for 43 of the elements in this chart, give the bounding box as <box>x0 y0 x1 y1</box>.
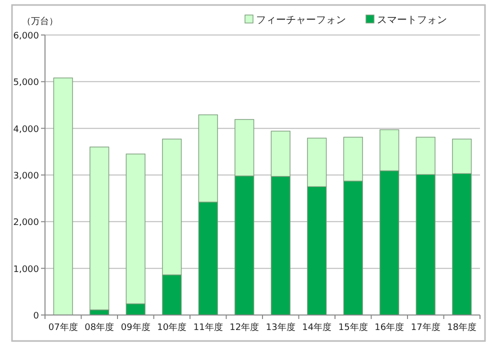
bar <box>452 173 472 316</box>
y-tick-label: 6,000 <box>13 32 40 42</box>
bar <box>234 119 254 176</box>
x-tick-label: 15年度 <box>338 322 368 333</box>
bar <box>343 180 363 316</box>
y-tick-label: 5,000 <box>13 78 40 88</box>
bar <box>343 136 363 182</box>
y-tick-label: 4,000 <box>13 124 40 135</box>
y-tick-label: 3,000 <box>13 172 40 182</box>
x-tick-label: 18年度 <box>447 322 477 333</box>
y-axis-title: （万台） <box>22 16 58 27</box>
bar <box>416 174 436 316</box>
bar <box>270 130 290 177</box>
bar <box>307 186 327 316</box>
bar <box>270 176 290 316</box>
bar <box>380 170 400 316</box>
x-tick-label: 14年度 <box>302 322 332 333</box>
y-tick-label: 0 <box>33 312 40 322</box>
bar <box>234 176 254 316</box>
legend-label: スマートフォン <box>377 15 447 26</box>
x-tick-label: 16年度 <box>374 322 404 333</box>
y-tick-label: 2,000 <box>13 218 40 228</box>
x-tick-label: 08年度 <box>84 322 114 333</box>
bar <box>90 146 110 310</box>
bar <box>452 138 472 174</box>
bar <box>380 129 400 172</box>
legend-label: フィーチャーフォン <box>256 15 346 26</box>
x-tick-label: 11年度 <box>193 322 223 333</box>
bar <box>162 274 182 316</box>
bar <box>162 138 182 276</box>
x-tick-label: 10年度 <box>157 322 187 333</box>
bar <box>198 114 218 202</box>
bar <box>416 136 436 175</box>
x-tick-label: 09年度 <box>120 322 150 333</box>
bar <box>198 202 218 316</box>
x-tick-label: 17年度 <box>410 322 440 333</box>
x-tick-label: 13年度 <box>266 322 296 333</box>
y-tick-label: 1,000 <box>13 264 40 275</box>
bar <box>53 78 73 316</box>
x-tick-label: 12年度 <box>230 322 260 333</box>
x-tick-label: 07年度 <box>48 322 78 333</box>
bar <box>307 138 327 188</box>
bar <box>126 154 146 304</box>
